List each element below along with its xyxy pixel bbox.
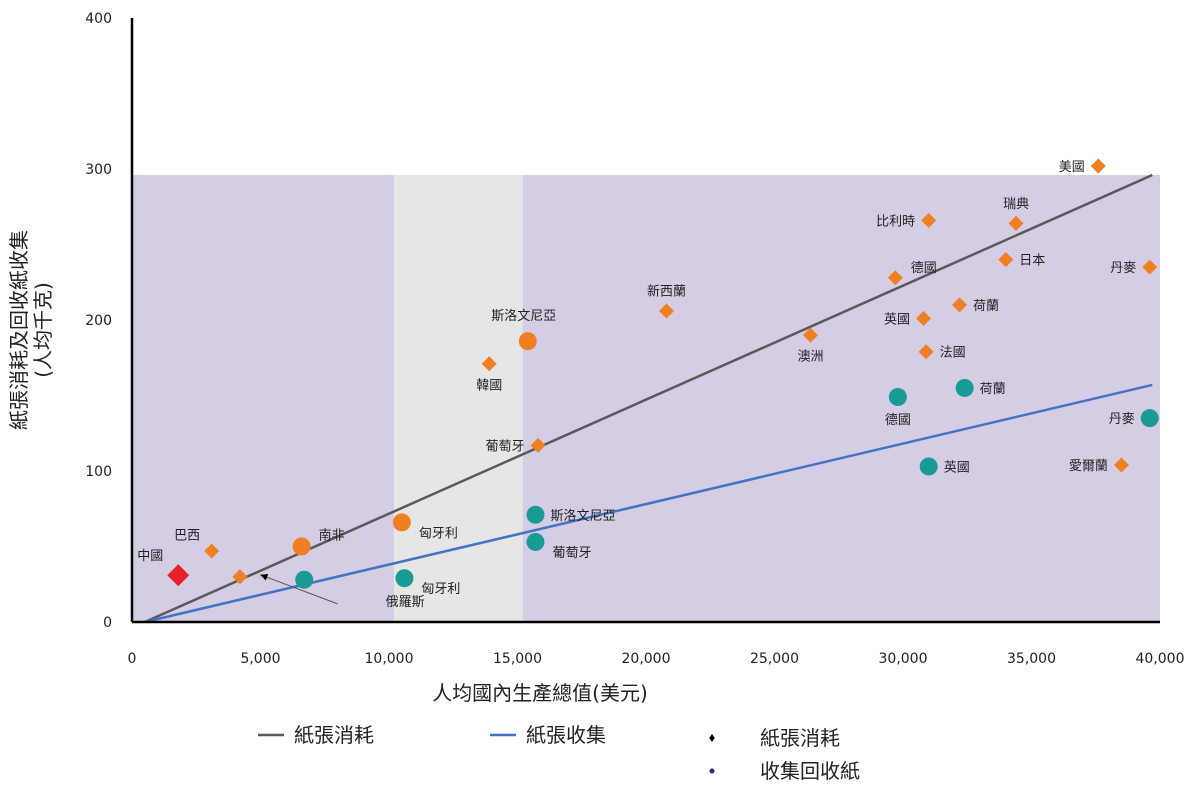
collection-circle-point — [395, 569, 414, 588]
point-label: 丹麥 — [1110, 260, 1136, 276]
point-label: 瑞典 — [1003, 197, 1029, 212]
collection-circle-point — [526, 505, 545, 524]
y-tick-label: 100 — [85, 464, 112, 480]
axes — [130, 18, 1160, 624]
legend-label: 紙張收集 — [526, 723, 606, 747]
y-axis-title-line1: 紙張消耗及回收紙收集 — [7, 230, 31, 430]
x-tick-label: 0 — [128, 651, 137, 667]
consumption-diamond-point — [1008, 215, 1024, 231]
point-label: 愛爾蘭 — [1069, 458, 1108, 474]
consumption-diamond-point — [659, 303, 675, 319]
consumption-diamond-point — [167, 564, 190, 587]
collection-circle-point — [919, 457, 938, 476]
consumption-diamond-point — [916, 310, 932, 326]
x-tick-label: 5,000 — [240, 651, 280, 667]
consumption-diamond-point — [204, 543, 220, 559]
point-label: 葡萄牙 — [552, 546, 591, 561]
background-band-2 — [522, 175, 1160, 623]
background-bands — [132, 175, 1160, 623]
x-tick-label: 10,000 — [365, 651, 414, 667]
point-label: 韓國 — [476, 378, 502, 393]
x-tick-label: 20,000 — [622, 651, 671, 667]
consumption-diamond-point — [481, 356, 497, 372]
collection-circle-point — [1140, 409, 1159, 428]
legend-label: 收集回收紙 — [760, 759, 860, 783]
annotation-arrow-head — [260, 573, 269, 581]
x-tick-label: 35,000 — [1007, 651, 1056, 667]
legend-dot-swatch — [709, 768, 715, 774]
annotation-arrow-line — [260, 574, 338, 605]
legend-label: 紙張消耗 — [760, 726, 840, 750]
collection-circle-point — [955, 378, 974, 397]
consumption-diamond-point — [887, 270, 903, 286]
consumption-diamond-point — [1113, 457, 1129, 473]
point-label: 丹麥 — [1109, 411, 1135, 427]
point-label: 荷蘭 — [980, 381, 1006, 397]
point-label: 中國 — [137, 549, 163, 564]
point-label: 匈牙利 — [419, 526, 458, 541]
point-label: 南非 — [319, 528, 345, 544]
point-label: 比利時 — [876, 214, 915, 229]
consumption-diamond-point — [918, 344, 934, 360]
point-label: 德國 — [911, 261, 937, 276]
consumption-diamond-point — [1142, 259, 1158, 275]
consumption-diamond-point — [952, 297, 968, 313]
background-band-1 — [394, 175, 523, 623]
background-band-0 — [132, 175, 395, 623]
y-tick-label: 0 — [103, 615, 112, 631]
annotation-label-0: 俄羅斯 — [386, 595, 425, 610]
point-label: 德國 — [885, 413, 911, 428]
legend-diamond-swatch — [709, 734, 715, 742]
consumption-diamond-point — [998, 252, 1014, 268]
consumption-diamond-point — [232, 569, 248, 585]
point-label: 匈牙利 — [421, 582, 460, 597]
trend-line-1 — [144, 383, 1153, 624]
point-label: 斯洛文尼亞 — [491, 309, 556, 324]
point-label: 澳洲 — [797, 349, 823, 365]
consumption-diamond-point — [530, 437, 546, 453]
x-tick-label: 25,000 — [750, 651, 799, 667]
y-tick-label: 300 — [85, 162, 112, 178]
point-label: 新西蘭 — [647, 283, 686, 299]
collection-circle-point — [518, 332, 537, 351]
point-label: 英國 — [884, 312, 910, 327]
tick-labels: 0 5,000 10,000 15,000 20,000 25,000 30,000 35,0… — [85, 11, 1184, 667]
legend-label: 紙張消耗 — [294, 723, 374, 747]
x-tick-label: 15,000 — [493, 651, 542, 667]
trend-lines — [144, 173, 1153, 624]
point-label: 葡萄牙 — [486, 439, 525, 454]
x-tick-label: 30,000 — [879, 651, 928, 667]
point-label: 法國 — [940, 346, 966, 361]
collection-circle-point — [295, 570, 314, 589]
x-tick-label: 40,000 — [1136, 651, 1185, 667]
point-label: 日本 — [1019, 254, 1045, 269]
collection-circle-point — [526, 532, 545, 551]
trend-line-0 — [144, 173, 1153, 624]
consumption-diamond-point — [802, 327, 818, 343]
annotations: 俄羅斯 — [260, 573, 425, 610]
x-axis-title: 人均國內生產總值(美元) — [432, 681, 648, 705]
point-labels: 美國瑞典比利時日本丹麥德國荷蘭英國法國新西蘭澳洲韓國葡萄牙愛爾蘭巴西中國斯洛文尼… — [137, 160, 1136, 597]
collection-circle-point — [392, 513, 411, 532]
y-tick-label: 400 — [85, 11, 112, 27]
y-tick-label: 200 — [85, 313, 112, 329]
point-label: 美國 — [1059, 160, 1085, 175]
axis-titles: 人均國內生產總值(美元) 紙張消耗及回收紙收集 (人均千克) — [7, 230, 648, 705]
point-label: 巴西 — [174, 529, 200, 544]
collection-circle-point — [888, 388, 907, 407]
collection-circle-point — [292, 537, 311, 556]
point-label: 英國 — [944, 460, 970, 475]
point-label: 荷蘭 — [973, 298, 999, 314]
data-points — [167, 158, 1159, 589]
y-axis-title-line2: (人均千克) — [31, 282, 55, 378]
consumption-diamond-point — [921, 212, 937, 228]
consumption-diamond-point — [1090, 158, 1106, 174]
point-label: 斯洛文尼亞 — [550, 509, 615, 524]
